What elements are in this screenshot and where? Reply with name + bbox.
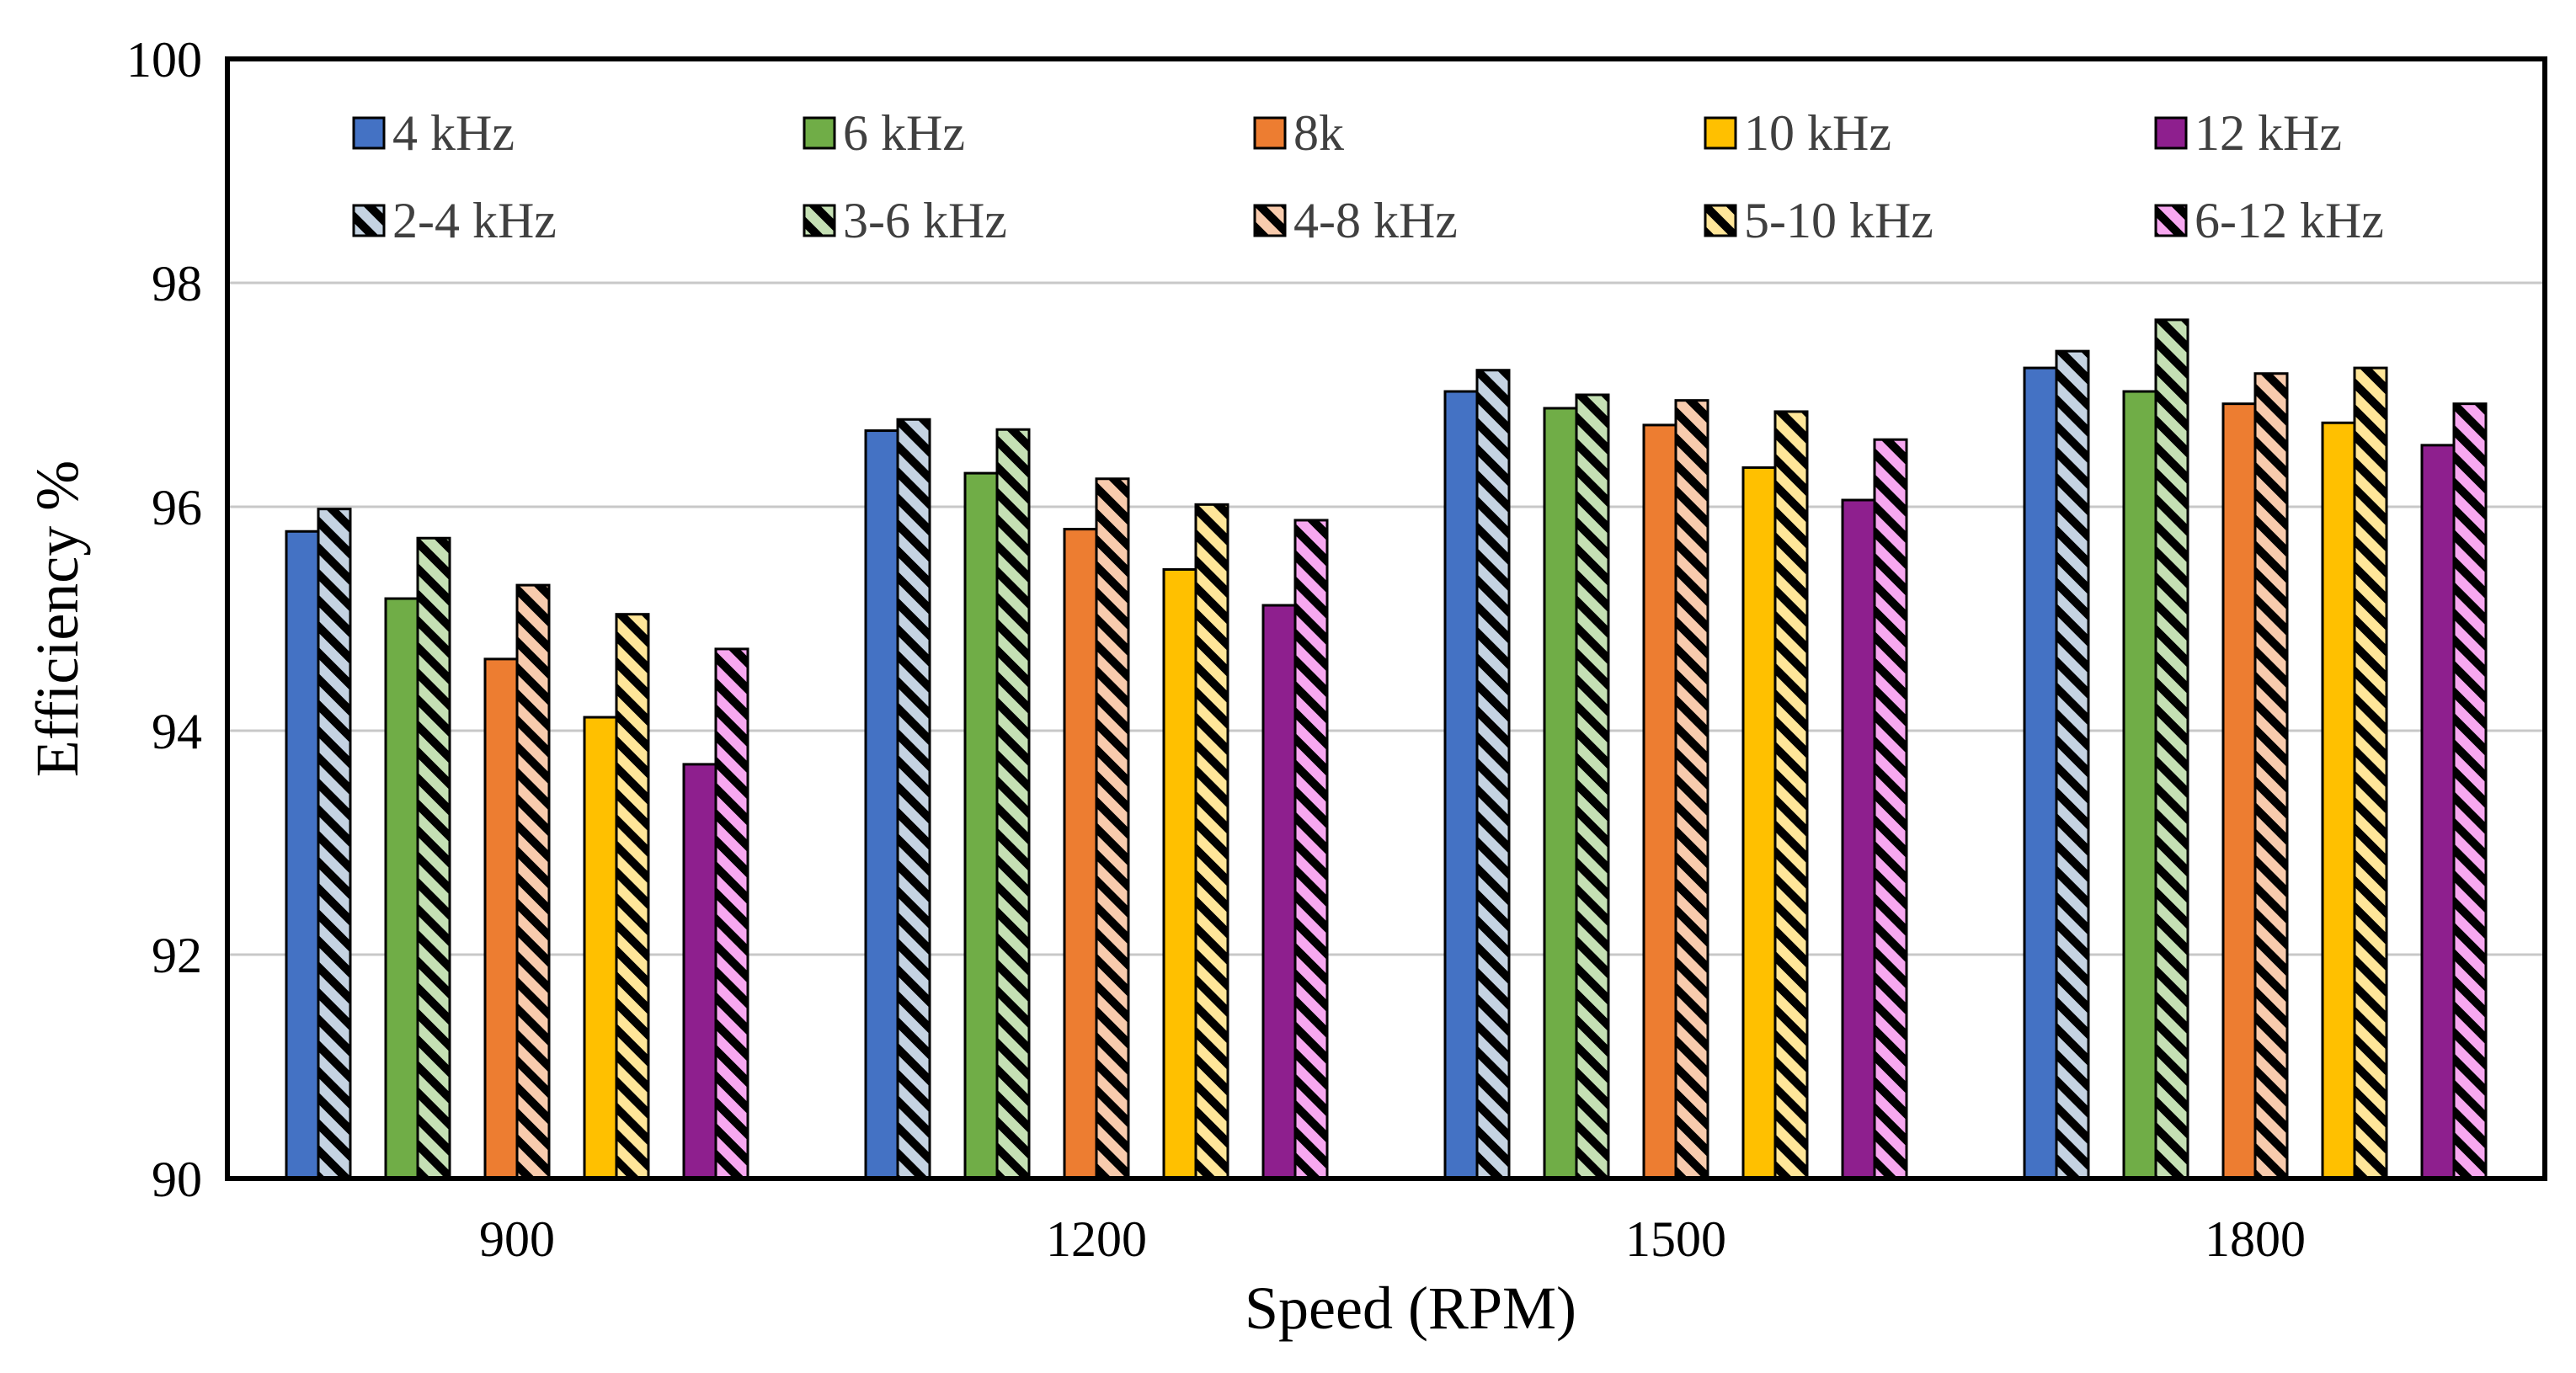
- bar-6-12-khz-1200: [1293, 519, 1329, 1180]
- x-tick-label: 1500: [1625, 1211, 1726, 1267]
- bars: [285, 318, 2488, 1180]
- legend-swatch-2-4-khz: [352, 204, 386, 237]
- x-tick-label: 1800: [2205, 1211, 2306, 1267]
- bar-4-8-khz-1500: [1674, 399, 1709, 1180]
- bar-6-khz-1800: [2122, 390, 2157, 1180]
- bar-10-khz-1500: [1741, 466, 1777, 1180]
- x-tick-label: 1200: [1046, 1211, 1147, 1267]
- bar-5-10-khz-1500: [1773, 410, 1809, 1180]
- legend-swatch-10-khz: [1704, 116, 1737, 150]
- y-tick-label: 96: [152, 480, 202, 535]
- legend-label: 10 kHz: [1744, 105, 1891, 161]
- bar-5-10-khz-1800: [2353, 366, 2388, 1180]
- bar-10-khz-1200: [1162, 567, 1197, 1180]
- bar-8k-1500: [1642, 423, 1677, 1180]
- y-tick-label: 98: [152, 256, 202, 311]
- x-axis-tick-labels: 900 1200 1500 1800: [479, 1211, 2306, 1267]
- bar-4-8-khz-1200: [1095, 477, 1130, 1180]
- legend-swatch-4-khz: [352, 116, 386, 150]
- legend-label: 2-4 kHz: [392, 193, 557, 248]
- y-tick-label: 100: [126, 32, 202, 88]
- bar-5-10-khz-900: [615, 613, 650, 1180]
- bar-6-khz-1500: [1543, 407, 1578, 1180]
- legend-label: 6 kHz: [843, 105, 965, 161]
- bar-3-6-khz-1500: [1575, 393, 1610, 1180]
- legend-label: 12 kHz: [2195, 105, 2342, 161]
- legend-label: 3-6 kHz: [843, 193, 1007, 248]
- bar-8k-1200: [1063, 528, 1098, 1180]
- legend-swatch-8k: [1253, 116, 1287, 150]
- y-axis-title: Efficiency %: [24, 460, 91, 778]
- gridlines: [227, 281, 2545, 956]
- bar-6-12-khz-1800: [2452, 402, 2488, 1180]
- bar-2-4-khz-1500: [1475, 369, 1511, 1180]
- legend-label: 6-12 kHz: [2195, 193, 2384, 248]
- bar-8k-900: [483, 657, 519, 1180]
- bar-3-6-khz-900: [416, 536, 451, 1180]
- legend-label: 4-8 kHz: [1293, 193, 1458, 248]
- legend-label: 4 kHz: [392, 105, 515, 161]
- bar-8k-1800: [2221, 402, 2257, 1180]
- bar-4-8-khz-900: [515, 583, 551, 1180]
- bar-4-khz-1200: [864, 429, 899, 1180]
- bar-4-khz-1500: [1443, 390, 1479, 1180]
- bar-5-10-khz-1200: [1194, 503, 1229, 1180]
- legend-swatch-6-12-khz: [2154, 204, 2188, 237]
- legend-label: 8k: [1293, 105, 1344, 161]
- y-axis-tick-labels: 90 92 94 96 98 100: [126, 32, 202, 1207]
- legend-label: 5-10 kHz: [1744, 193, 1933, 248]
- bar-2-4-khz-900: [317, 508, 352, 1180]
- plot-area-frame: [225, 56, 2547, 1181]
- legend-swatch-6-khz: [803, 116, 836, 150]
- bar-6-khz-900: [384, 597, 419, 1180]
- legend-swatch-4-8-khz: [1253, 204, 1287, 237]
- bar-12-khz-1800: [2420, 444, 2456, 1180]
- bar-6-12-khz-900: [714, 647, 749, 1180]
- y-tick-label: 94: [152, 704, 202, 759]
- bar-10-khz-900: [583, 716, 618, 1180]
- y-tick-label: 92: [152, 928, 202, 983]
- bar-2-4-khz-1800: [2055, 349, 2090, 1180]
- bar-12-khz-900: [682, 763, 717, 1180]
- bar-2-4-khz-1200: [896, 418, 931, 1180]
- bar-12-khz-1200: [1261, 604, 1297, 1180]
- bar-10-khz-1800: [2321, 421, 2356, 1180]
- bar-4-khz-900: [285, 530, 320, 1180]
- legend-swatch-12-khz: [2154, 116, 2188, 150]
- bar-4-8-khz-1800: [2253, 372, 2289, 1180]
- legend-swatch-5-10-khz: [1704, 204, 1737, 237]
- y-tick-label: 90: [152, 1152, 202, 1207]
- x-tick-label: 900: [479, 1211, 555, 1267]
- bar-3-6-khz-1200: [995, 428, 1031, 1180]
- bar-6-12-khz-1500: [1873, 438, 1908, 1180]
- x-axis-title: Speed (RPM): [1245, 1275, 1576, 1342]
- bar-4-khz-1800: [2023, 366, 2058, 1180]
- legend-swatch-3-6-khz: [803, 204, 836, 237]
- bar-3-6-khz-1800: [2154, 318, 2189, 1180]
- legend: 4 kHz 2-4 kHz 6 kHz 3-6 kHz 8k 4-8 kHz 10 kHz 5…: [352, 105, 2384, 248]
- bar-6-khz-1200: [963, 471, 999, 1180]
- bar-12-khz-1500: [1841, 498, 1876, 1180]
